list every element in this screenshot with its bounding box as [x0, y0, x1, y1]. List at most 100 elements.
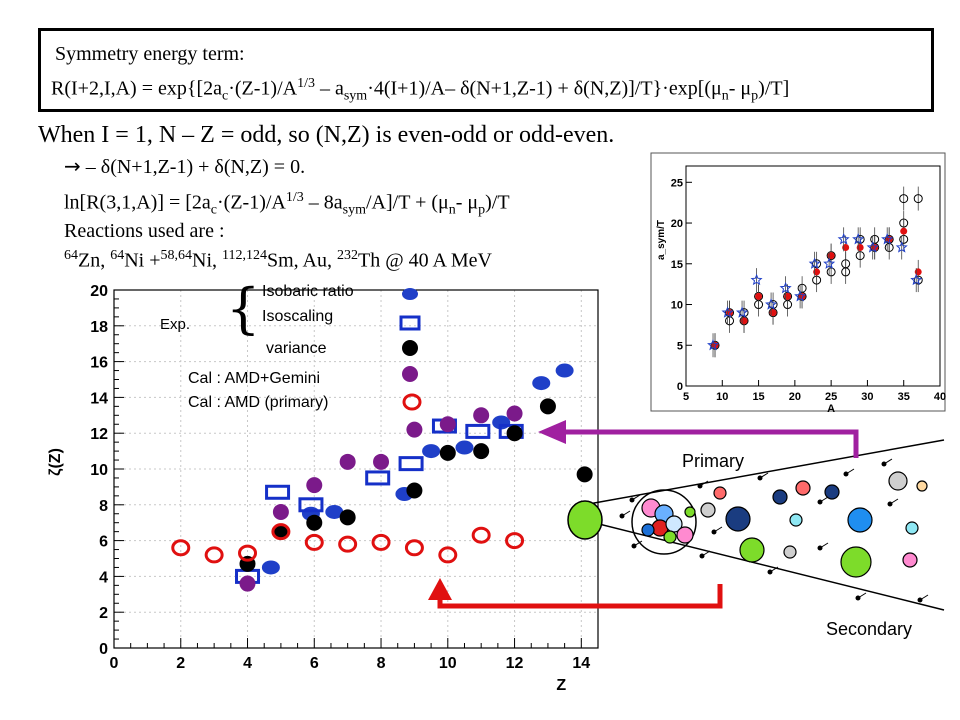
- data-point: [473, 443, 490, 460]
- x-tick-label: 6: [310, 655, 319, 672]
- y-tick-label: 18: [90, 319, 108, 336]
- inset-point: [881, 232, 894, 245]
- inset-frame-outer: [650, 152, 946, 412]
- inset-point: [910, 273, 923, 286]
- particle-track: [769, 566, 779, 573]
- data-point: [422, 444, 441, 459]
- primary-arrow-head: [538, 420, 566, 444]
- fragment: [847, 507, 873, 533]
- inset-point: [913, 194, 923, 204]
- data-point: [306, 514, 323, 531]
- particle-track: [857, 592, 867, 599]
- inset-point: [721, 306, 734, 318]
- fragment: [739, 537, 765, 563]
- inset-point: [827, 252, 835, 260]
- fragment: [641, 523, 655, 537]
- formula-box: Symmetry energy term: R(I+2,I,A) = exp{[…: [38, 28, 934, 112]
- y-tick-label: 16: [90, 355, 108, 372]
- y-tick-label: 20: [90, 283, 108, 300]
- legend-gemini-label: Cal : AMD+Gemini: [188, 370, 321, 387]
- data-point: [473, 407, 490, 424]
- right-arrow-icon: →: [64, 154, 81, 178]
- inset-point: [866, 241, 879, 253]
- particle-track: [819, 496, 829, 503]
- legend-exp-label: Exp.: [160, 316, 191, 333]
- inset-point: [794, 290, 807, 302]
- data-point: [532, 376, 551, 391]
- reactions-title: Reactions used are :: [64, 220, 225, 242]
- x-tick-label: 14: [572, 655, 590, 672]
- data-point: [505, 532, 525, 550]
- x-tick-label: 2: [176, 655, 185, 672]
- primary-arrow-line: [560, 429, 859, 458]
- y-tick-label: 12: [90, 426, 108, 443]
- fragment: [905, 521, 919, 535]
- data-point: [465, 423, 491, 439]
- inset-point: [823, 257, 836, 269]
- inset-y-tick-label: 25: [671, 177, 683, 189]
- data-point: [265, 484, 291, 500]
- data-point: [339, 509, 356, 526]
- inset-x-tick-label: 35: [898, 391, 910, 403]
- inset-point: [735, 306, 749, 318]
- fragment: [824, 484, 840, 500]
- fragment: [902, 552, 918, 568]
- fragment: [676, 526, 694, 544]
- inset-y-tick-label: 0: [677, 381, 683, 393]
- delta-text: – δ(N+1,Z-1) + δ(N,Z) = 0.: [80, 156, 306, 178]
- legend-marker-variance: [402, 340, 418, 356]
- inset-point: [750, 273, 763, 286]
- inset-plot-frame: [685, 165, 941, 387]
- inset-point: [842, 243, 850, 251]
- data-point: [204, 546, 224, 564]
- legend-variance-label: variance: [266, 340, 327, 357]
- data-point: [438, 546, 458, 564]
- source-fragment: [567, 500, 603, 540]
- data-point: [365, 470, 391, 486]
- inset-point: [765, 298, 778, 310]
- fragment-diagram: [567, 439, 945, 611]
- inset-point: [813, 268, 821, 276]
- data-point: [304, 533, 324, 551]
- inset-x-tick-label: 5: [683, 391, 689, 403]
- secondary-arrow-head: [428, 578, 452, 600]
- data-point: [339, 453, 356, 470]
- legend-marker-isobaric: [402, 288, 418, 300]
- fragment: [684, 506, 696, 518]
- data-point: [306, 477, 323, 494]
- particle-track: [889, 498, 899, 505]
- when-line: When I = 1, N – Z = odd, so (N,Z) is eve…: [38, 122, 615, 148]
- inset-point: [826, 267, 836, 277]
- secondary-arrow-line: [437, 584, 723, 609]
- data-point: [406, 482, 423, 499]
- legend-amd-label: Cal : AMD (primary): [188, 394, 329, 411]
- ln-line: ln[R(3,1,A)] = [2ac·(Z-1)/A1/3 – 8asym/A…: [64, 190, 510, 218]
- inset-x-tick-label: 30: [861, 391, 873, 403]
- fragment: [789, 513, 803, 527]
- data-point: [404, 539, 424, 557]
- inset-point: [769, 309, 777, 317]
- data-point: [406, 421, 423, 438]
- inset-point: [755, 292, 763, 300]
- data-point: [506, 425, 523, 442]
- inset-point: [841, 267, 851, 277]
- particle-track: [633, 540, 643, 547]
- inset-y-axis-label: a_sym/T: [656, 220, 667, 260]
- data-point: [171, 539, 191, 557]
- fragment: [700, 502, 716, 518]
- data-point: [239, 575, 256, 592]
- legend-markers: [399, 288, 422, 411]
- inset-point: [779, 281, 792, 294]
- y-tick-label: 0: [99, 641, 108, 658]
- data-point: [373, 453, 390, 470]
- cone-upper-line: [582, 439, 945, 506]
- data-point: [238, 544, 258, 562]
- particle-track: [919, 594, 929, 601]
- legend-isoscaling-label: Isoscaling: [262, 308, 334, 325]
- data-point: [576, 466, 593, 483]
- inset-y-tick-label: 10: [671, 300, 683, 312]
- inset-y-tick-label: 15: [671, 259, 683, 271]
- data-point: [539, 398, 556, 415]
- particle-track: [845, 468, 855, 475]
